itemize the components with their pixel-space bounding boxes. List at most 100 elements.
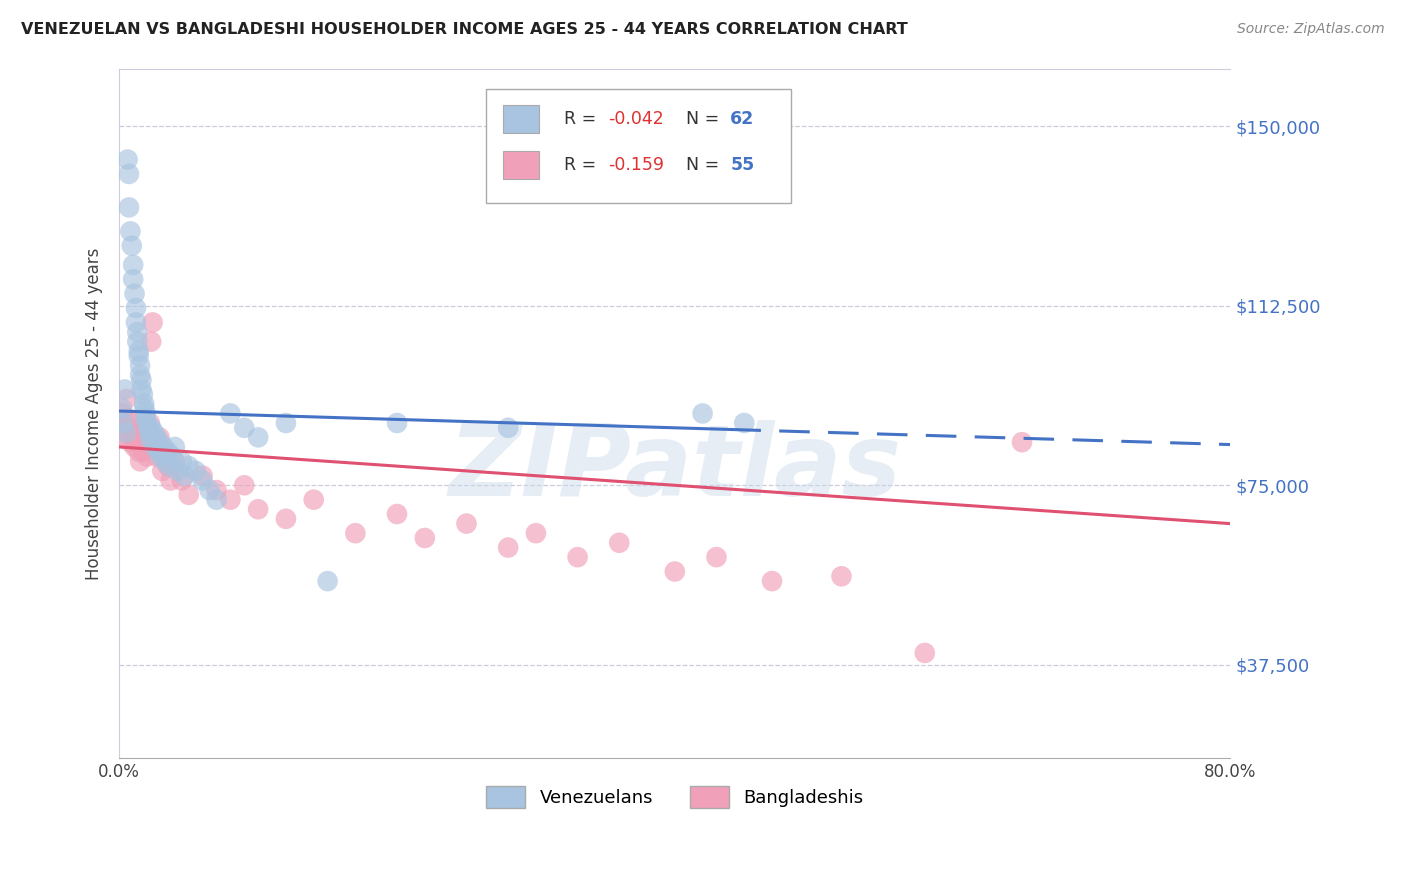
Point <box>146 444 169 458</box>
Point <box>139 416 162 430</box>
Point <box>132 444 155 458</box>
Point <box>111 406 134 420</box>
Point <box>148 435 170 450</box>
Point <box>124 440 146 454</box>
Point <box>134 401 156 416</box>
Point <box>163 440 186 454</box>
Point <box>156 459 179 474</box>
Point <box>112 416 135 430</box>
Point <box>125 421 148 435</box>
Point <box>496 421 519 435</box>
Point <box>125 301 148 315</box>
Point <box>134 425 156 440</box>
Point <box>385 416 408 430</box>
Point <box>115 392 138 406</box>
Point <box>122 272 145 286</box>
Point <box>121 416 143 430</box>
Point <box>136 450 159 464</box>
Text: -0.159: -0.159 <box>609 156 664 174</box>
Point <box>191 474 214 488</box>
Point <box>135 411 157 425</box>
Point <box>138 421 160 435</box>
Point <box>142 315 165 329</box>
Point <box>163 454 186 468</box>
Point <box>177 459 200 474</box>
Point <box>141 421 163 435</box>
Point <box>145 440 167 454</box>
Point <box>121 239 143 253</box>
Point <box>233 478 256 492</box>
Point <box>170 454 193 468</box>
Point <box>153 454 176 468</box>
Point <box>198 483 221 497</box>
Point <box>150 464 173 478</box>
Point <box>122 430 145 444</box>
Legend: Venezuelans, Bangladeshis: Venezuelans, Bangladeshis <box>478 779 872 815</box>
Point <box>129 368 152 383</box>
Point <box>152 440 174 454</box>
Point <box>247 430 270 444</box>
Point <box>122 258 145 272</box>
Point <box>117 411 139 425</box>
Point <box>143 425 166 440</box>
Text: N =: N = <box>675 110 724 128</box>
Point <box>664 565 686 579</box>
Point <box>184 464 207 478</box>
Point <box>124 286 146 301</box>
Point <box>120 224 142 238</box>
Point <box>274 416 297 430</box>
Point <box>141 334 163 349</box>
Point <box>567 550 589 565</box>
Point <box>139 430 162 444</box>
Y-axis label: Householder Income Ages 25 - 44 years: Householder Income Ages 25 - 44 years <box>86 247 103 580</box>
Point <box>135 406 157 420</box>
Point <box>177 488 200 502</box>
Point <box>146 450 169 464</box>
Point <box>524 526 547 541</box>
Point <box>114 383 136 397</box>
Point <box>128 444 150 458</box>
Text: ZIPatlas: ZIPatlas <box>449 420 901 517</box>
Point <box>142 435 165 450</box>
Point <box>205 483 228 497</box>
Point <box>146 430 169 444</box>
Point <box>153 444 176 458</box>
Point <box>131 383 153 397</box>
Point <box>205 492 228 507</box>
Point <box>706 550 728 565</box>
Point <box>761 574 783 588</box>
Point <box>138 430 160 444</box>
Point <box>127 334 149 349</box>
Point <box>1011 435 1033 450</box>
Point <box>127 325 149 339</box>
Point <box>914 646 936 660</box>
Point <box>131 435 153 450</box>
Point <box>344 526 367 541</box>
Point <box>132 387 155 401</box>
Text: 62: 62 <box>730 110 755 128</box>
Text: R =: R = <box>564 156 607 174</box>
Point <box>129 359 152 373</box>
Point <box>219 406 242 420</box>
Point <box>496 541 519 555</box>
Point <box>456 516 478 531</box>
Point <box>128 349 150 363</box>
Point <box>173 468 195 483</box>
Point <box>159 474 181 488</box>
Point <box>118 425 141 440</box>
Point <box>302 492 325 507</box>
Point <box>127 435 149 450</box>
Point <box>274 512 297 526</box>
Point <box>131 373 153 387</box>
Point <box>692 406 714 420</box>
Text: R =: R = <box>564 110 602 128</box>
Point <box>160 450 183 464</box>
Point <box>118 201 141 215</box>
Text: -0.042: -0.042 <box>609 110 664 128</box>
Point <box>129 454 152 468</box>
Text: N =: N = <box>675 156 724 174</box>
Point <box>247 502 270 516</box>
Point <box>170 474 193 488</box>
FancyBboxPatch shape <box>502 105 538 133</box>
Point <box>120 435 142 450</box>
